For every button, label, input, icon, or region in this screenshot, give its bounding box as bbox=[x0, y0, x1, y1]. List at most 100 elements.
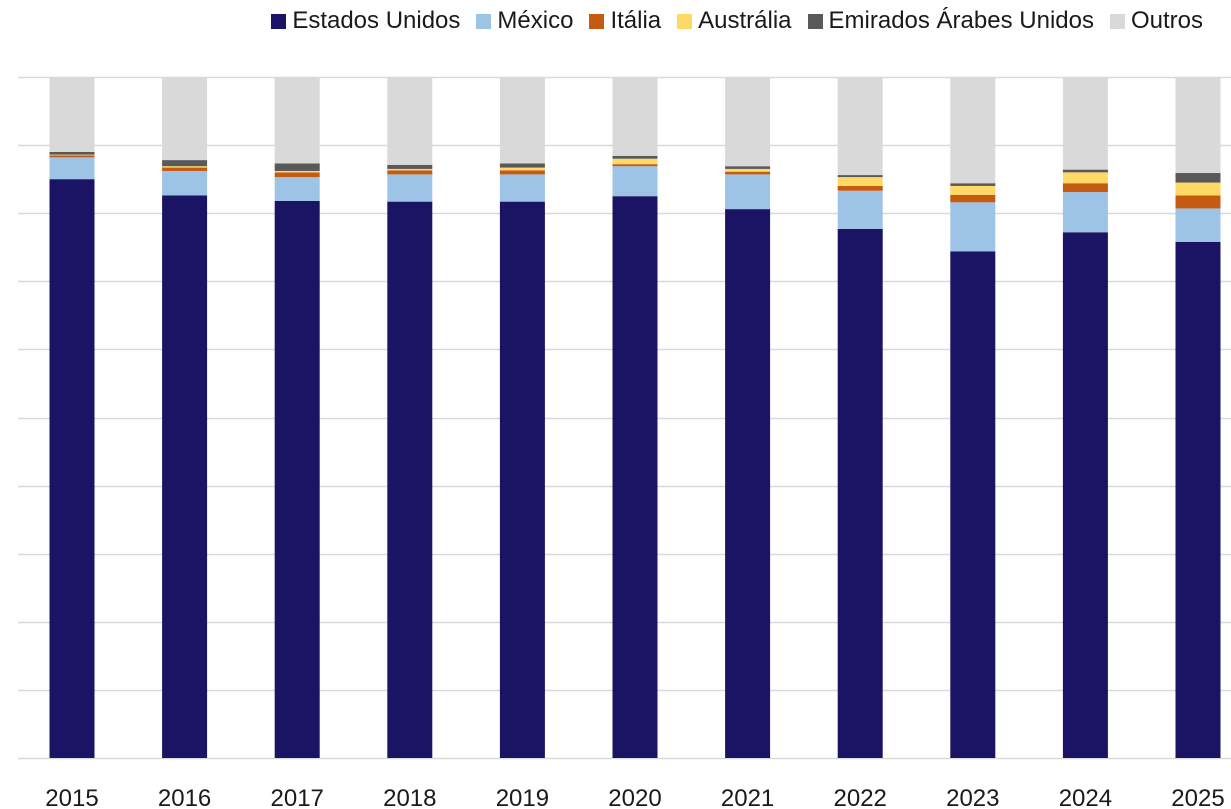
bar-segment-estados-unidos-2024 bbox=[1062, 232, 1108, 758]
legend-item-italia: Itália bbox=[589, 7, 661, 35]
bar-segment-outros-2025 bbox=[1175, 77, 1221, 174]
legend-swatch-mexico bbox=[476, 13, 492, 29]
bar-segment-emirados-arabes-unidos-2019 bbox=[499, 163, 545, 168]
legend-label-mexico: México bbox=[497, 7, 574, 34]
bar-segment-outros-2015 bbox=[49, 77, 95, 152]
legend-swatch-australia bbox=[677, 13, 693, 29]
bar-segment-emirados-arabes-unidos-2025 bbox=[1175, 173, 1221, 183]
bar-stack-2024 bbox=[1062, 77, 1108, 758]
bar-segment-australia-2024 bbox=[1062, 172, 1108, 184]
x-tick-label-2021: 2021 bbox=[721, 785, 774, 809]
bar-segment-mexico-2015 bbox=[49, 157, 95, 180]
legend-swatch-emirados-arabes-unidos bbox=[807, 13, 823, 29]
bar-segment-estados-unidos-2025 bbox=[1175, 241, 1221, 758]
x-axis-labels: 2015 2016 2017 2018 2019 2020 2021 2022 2023 2024… bbox=[45, 785, 1224, 809]
bars bbox=[49, 77, 1221, 759]
x-tick-label-2020: 2020 bbox=[608, 785, 661, 809]
bar-segment-mexico-2021 bbox=[725, 174, 771, 210]
bar-segment-emirados-arabes-unidos-2024 bbox=[1062, 169, 1108, 173]
bar-segment-outros-2020 bbox=[612, 77, 658, 156]
legend-swatch-italia bbox=[589, 13, 605, 29]
bar-segment-mexico-2020 bbox=[612, 166, 658, 197]
bar-segment-mexico-2016 bbox=[162, 170, 208, 196]
bar-segment-italia-2025 bbox=[1175, 195, 1221, 209]
bar-segment-emirados-arabes-unidos-2023 bbox=[950, 183, 996, 186]
bar-segment-australia-2025 bbox=[1175, 182, 1221, 196]
bar-segment-australia-2022 bbox=[837, 177, 883, 186]
bar-segment-italia-2022 bbox=[837, 185, 883, 191]
x-tick-label-2024: 2024 bbox=[1059, 785, 1112, 809]
x-tick-label-2023: 2023 bbox=[946, 785, 999, 809]
bar-segment-italia-2023 bbox=[950, 194, 996, 203]
bar-segment-australia-2015 bbox=[49, 154, 95, 156]
bar-stack-2018 bbox=[387, 77, 433, 759]
bar-segment-italia-2016 bbox=[162, 167, 208, 171]
bar-stack-2023 bbox=[950, 77, 996, 758]
bar-segment-outros-2017 bbox=[274, 77, 320, 164]
chart-legend: Estados Unidos México Itália Austrália Emira… bbox=[0, 4, 1231, 38]
x-tick-label-2018: 2018 bbox=[383, 785, 436, 809]
bar-stack-2020 bbox=[612, 77, 658, 759]
legend-item-outros: Outros bbox=[1109, 7, 1203, 35]
bar-segment-estados-unidos-2021 bbox=[725, 209, 771, 758]
bar-stack-2015 bbox=[49, 77, 95, 758]
bar-segment-italia-2021 bbox=[725, 171, 771, 175]
legend-swatch-outros bbox=[1109, 13, 1125, 29]
bar-segment-italia-2020 bbox=[612, 164, 658, 167]
bar-segment-emirados-arabes-unidos-2018 bbox=[387, 164, 433, 169]
legend-label-estados-unidos: Estados Unidos bbox=[292, 7, 461, 34]
bar-segment-australia-2018 bbox=[387, 168, 433, 171]
bar-segment-outros-2016 bbox=[162, 77, 208, 161]
bar-segment-estados-unidos-2015 bbox=[49, 179, 95, 758]
bar-segment-emirados-arabes-unidos-2021 bbox=[725, 166, 771, 169]
bar-segment-outros-2023 bbox=[950, 77, 996, 184]
bar-segment-estados-unidos-2017 bbox=[274, 200, 320, 758]
bar-segment-italia-2015 bbox=[49, 155, 95, 158]
bar-segment-australia-2019 bbox=[499, 167, 545, 171]
legend-label-italia: Itália bbox=[610, 7, 662, 34]
legend-item-estados-unidos: Estados Unidos bbox=[271, 7, 460, 35]
legend-label-australia: Austrália bbox=[698, 7, 792, 34]
bar-segment-australia-2021 bbox=[725, 168, 771, 172]
legend-swatch-estados-unidos bbox=[271, 13, 287, 29]
bar-stack-2016 bbox=[162, 77, 208, 758]
bar-segment-australia-2017 bbox=[274, 170, 320, 173]
bar-segment-estados-unidos-2019 bbox=[499, 201, 545, 759]
legend-label-emirados-arabes-unidos: Emirados Árabes Unidos bbox=[828, 7, 1094, 34]
bar-segment-emirados-arabes-unidos-2017 bbox=[274, 163, 320, 171]
bar-segment-mexico-2017 bbox=[274, 177, 320, 201]
bar-segment-mexico-2019 bbox=[499, 174, 545, 202]
bar-segment-estados-unidos-2018 bbox=[387, 201, 433, 759]
bar-segment-australia-2020 bbox=[612, 158, 658, 165]
x-tick-label-2022: 2022 bbox=[834, 785, 887, 809]
bar-segment-italia-2024 bbox=[1062, 183, 1108, 193]
x-tick-label-2025: 2025 bbox=[1171, 785, 1224, 809]
bar-segment-estados-unidos-2020 bbox=[612, 196, 658, 759]
bar-segment-estados-unidos-2022 bbox=[837, 228, 883, 758]
bar-segment-outros-2024 bbox=[1062, 77, 1108, 170]
legend-item-australia: Austrália bbox=[677, 7, 792, 35]
bar-segment-mexico-2025 bbox=[1175, 208, 1221, 242]
bar-segment-mexico-2022 bbox=[837, 190, 883, 229]
legend-item-mexico: México bbox=[476, 7, 573, 35]
bar-segment-mexico-2023 bbox=[950, 202, 996, 252]
bar-segment-emirados-arabes-unidos-2022 bbox=[837, 175, 883, 178]
bar-segment-mexico-2024 bbox=[1062, 192, 1108, 233]
bar-segment-outros-2021 bbox=[725, 77, 771, 167]
bar-segment-italia-2018 bbox=[387, 170, 433, 175]
bar-stack-2019 bbox=[499, 77, 545, 759]
bar-segment-italia-2017 bbox=[274, 172, 320, 178]
bar-segment-estados-unidos-2023 bbox=[950, 251, 996, 758]
x-tick-label-2016: 2016 bbox=[158, 785, 211, 809]
legend-label-outros: Outros bbox=[1130, 7, 1203, 34]
bar-segment-australia-2023 bbox=[950, 185, 996, 195]
x-tick-label-2015: 2015 bbox=[45, 785, 98, 809]
bar-segment-outros-2018 bbox=[387, 77, 433, 165]
bar-stack-2021 bbox=[725, 77, 771, 758]
bar-stack-2022 bbox=[837, 77, 883, 758]
bar-stack-2025 bbox=[1175, 77, 1221, 758]
bar-segment-italia-2019 bbox=[499, 170, 545, 175]
bar-segment-emirados-arabes-unidos-2015 bbox=[49, 151, 95, 155]
bar-segment-outros-2019 bbox=[499, 77, 545, 164]
